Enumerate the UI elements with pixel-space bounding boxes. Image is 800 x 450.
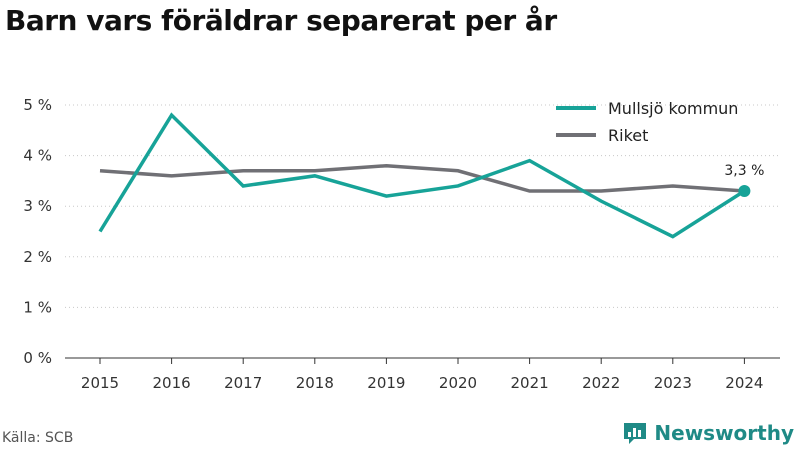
- end-point-marker: [738, 185, 751, 198]
- chart-title: Barn vars föräldrar separerat per år: [5, 4, 557, 37]
- x-tick-label: 2017: [224, 374, 262, 392]
- x-tick-label: 2024: [725, 374, 763, 392]
- series-line-riket: [99, 163, 745, 193]
- legend-label: Riket: [608, 126, 648, 145]
- source-note: Källa: SCB: [2, 430, 74, 446]
- y-tick-label: 3 %: [23, 197, 52, 215]
- brand-name: Newsworthy: [654, 421, 794, 445]
- x-axis: 2015 2016 2017 2018 2019 2020 2021 2022 2023 2024: [65, 357, 780, 392]
- series-line-mullsj-kommun: [98, 112, 746, 239]
- legend-label: Mullsjö kommun: [608, 99, 738, 118]
- y-tick-label: 0 %: [23, 349, 52, 367]
- x-tick-label: 2023: [654, 374, 692, 392]
- end-value-label: 3,3 %: [724, 163, 764, 179]
- x-tick-label: 2021: [511, 374, 549, 392]
- series-lines: [98, 112, 746, 239]
- x-tick-label: 2019: [367, 374, 405, 392]
- y-tick-label: 5 %: [23, 96, 52, 114]
- grid-lines: [65, 104, 780, 308]
- y-tick-label: 4 %: [23, 147, 52, 165]
- x-tick-label: 2020: [439, 374, 477, 392]
- brand: Newsworthy: [622, 420, 794, 446]
- y-tick-label: 1 %: [23, 298, 52, 316]
- y-axis-ticks: 0 % 1 % 2 % 3 % 4 % 5 %: [23, 96, 52, 367]
- newsworthy-logo-icon: [624, 423, 647, 444]
- legend: Mullsjö kommun Riket: [556, 99, 738, 145]
- x-tick-label: 2018: [296, 374, 334, 392]
- markers: 3,3 %: [724, 163, 764, 198]
- x-tick-label: 2016: [153, 374, 191, 392]
- x-tick-label: 2015: [81, 374, 119, 392]
- y-tick-label: 2 %: [23, 248, 52, 266]
- x-tick-label: 2022: [582, 374, 620, 392]
